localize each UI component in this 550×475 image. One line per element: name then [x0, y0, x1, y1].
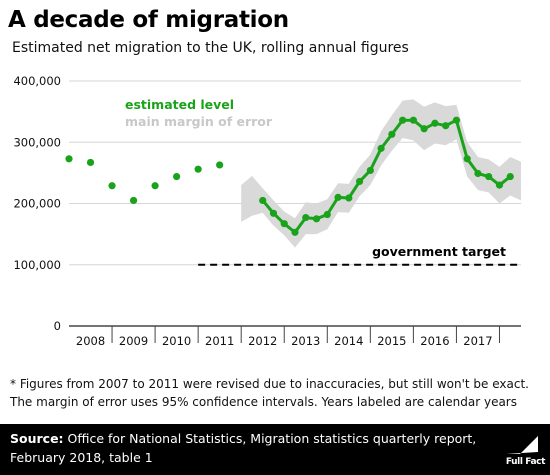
legend-margin-of-error: main margin of error	[125, 114, 273, 129]
data-point	[173, 172, 181, 181]
data-point	[312, 215, 321, 223]
error-band	[241, 99, 521, 248]
data-point	[495, 181, 504, 189]
data-point	[452, 116, 461, 124]
data-point	[216, 161, 224, 169]
data-point	[355, 177, 364, 186]
series-group	[65, 116, 514, 236]
source-text: Office for National Statistics, Migratio…	[10, 431, 477, 465]
data-point	[388, 130, 396, 138]
x-tick-label: 2013	[291, 334, 320, 348]
data-point	[485, 172, 493, 181]
data-point	[269, 209, 278, 217]
data-point	[345, 194, 353, 202]
data-point	[194, 165, 202, 173]
y-tick-label: 200,000	[13, 197, 61, 211]
data-point	[334, 193, 342, 201]
legend-estimated-level: estimated level	[125, 97, 234, 112]
x-tick-label: 2009	[119, 334, 148, 348]
x-tick-label: 2014	[334, 334, 363, 348]
chart-subtitle: Estimated net migration to the UK, rolli…	[12, 40, 409, 56]
chart-title: A decade of migration	[8, 7, 289, 33]
data-point	[420, 125, 428, 133]
footnote: * Figures from 2007 to 2011 were revised…	[10, 377, 529, 409]
data-point	[86, 158, 95, 167]
data-point	[442, 122, 450, 130]
data-point	[151, 182, 159, 190]
x-tick-label: 2008	[76, 334, 105, 348]
data-point	[409, 116, 417, 124]
x-tick-label: 2012	[248, 334, 277, 348]
data-point	[280, 220, 288, 228]
x-tick-label: 2017	[463, 334, 492, 348]
data-point	[259, 196, 267, 205]
y-tick-label: 400,000	[13, 74, 61, 88]
full-fact-logo-icon	[506, 436, 538, 454]
x-tick-label: 2015	[377, 334, 406, 348]
target-line-group: government target	[198, 244, 521, 266]
data-point	[506, 172, 514, 181]
logo-text: Full Fact	[505, 457, 546, 467]
data-point	[323, 210, 331, 219]
x-tick-label: 2016	[420, 334, 449, 348]
axes: 0 100,000 200,000 300,000 400,000 2008 2009 201…	[13, 74, 521, 348]
data-point	[474, 169, 482, 178]
margin-of-error-band	[241, 99, 521, 248]
data-point	[399, 116, 407, 124]
x-tick-label: 2010	[162, 334, 191, 348]
y-tick-label: 300,000	[13, 135, 61, 149]
data-point	[366, 166, 374, 175]
legend: estimated level main margin of error	[125, 97, 273, 129]
source-label: Source:	[10, 431, 64, 446]
data-point	[291, 228, 299, 236]
x-tick-label: 2011	[205, 334, 234, 348]
migration-chart: government target 0 100,000 200,000 300,000…	[13, 74, 521, 348]
data-point	[65, 155, 73, 163]
y-tick-label: 100,000	[13, 258, 61, 272]
data-point	[431, 119, 439, 127]
government-target-label: government target	[372, 244, 506, 259]
data-point	[129, 196, 138, 205]
data-point	[302, 213, 310, 222]
data-point	[108, 182, 116, 190]
source-bar: Source: Office for National Statistics, …	[0, 424, 550, 475]
y-tick-label: 0	[54, 319, 61, 333]
data-point	[377, 144, 385, 152]
data-point	[463, 155, 471, 163]
